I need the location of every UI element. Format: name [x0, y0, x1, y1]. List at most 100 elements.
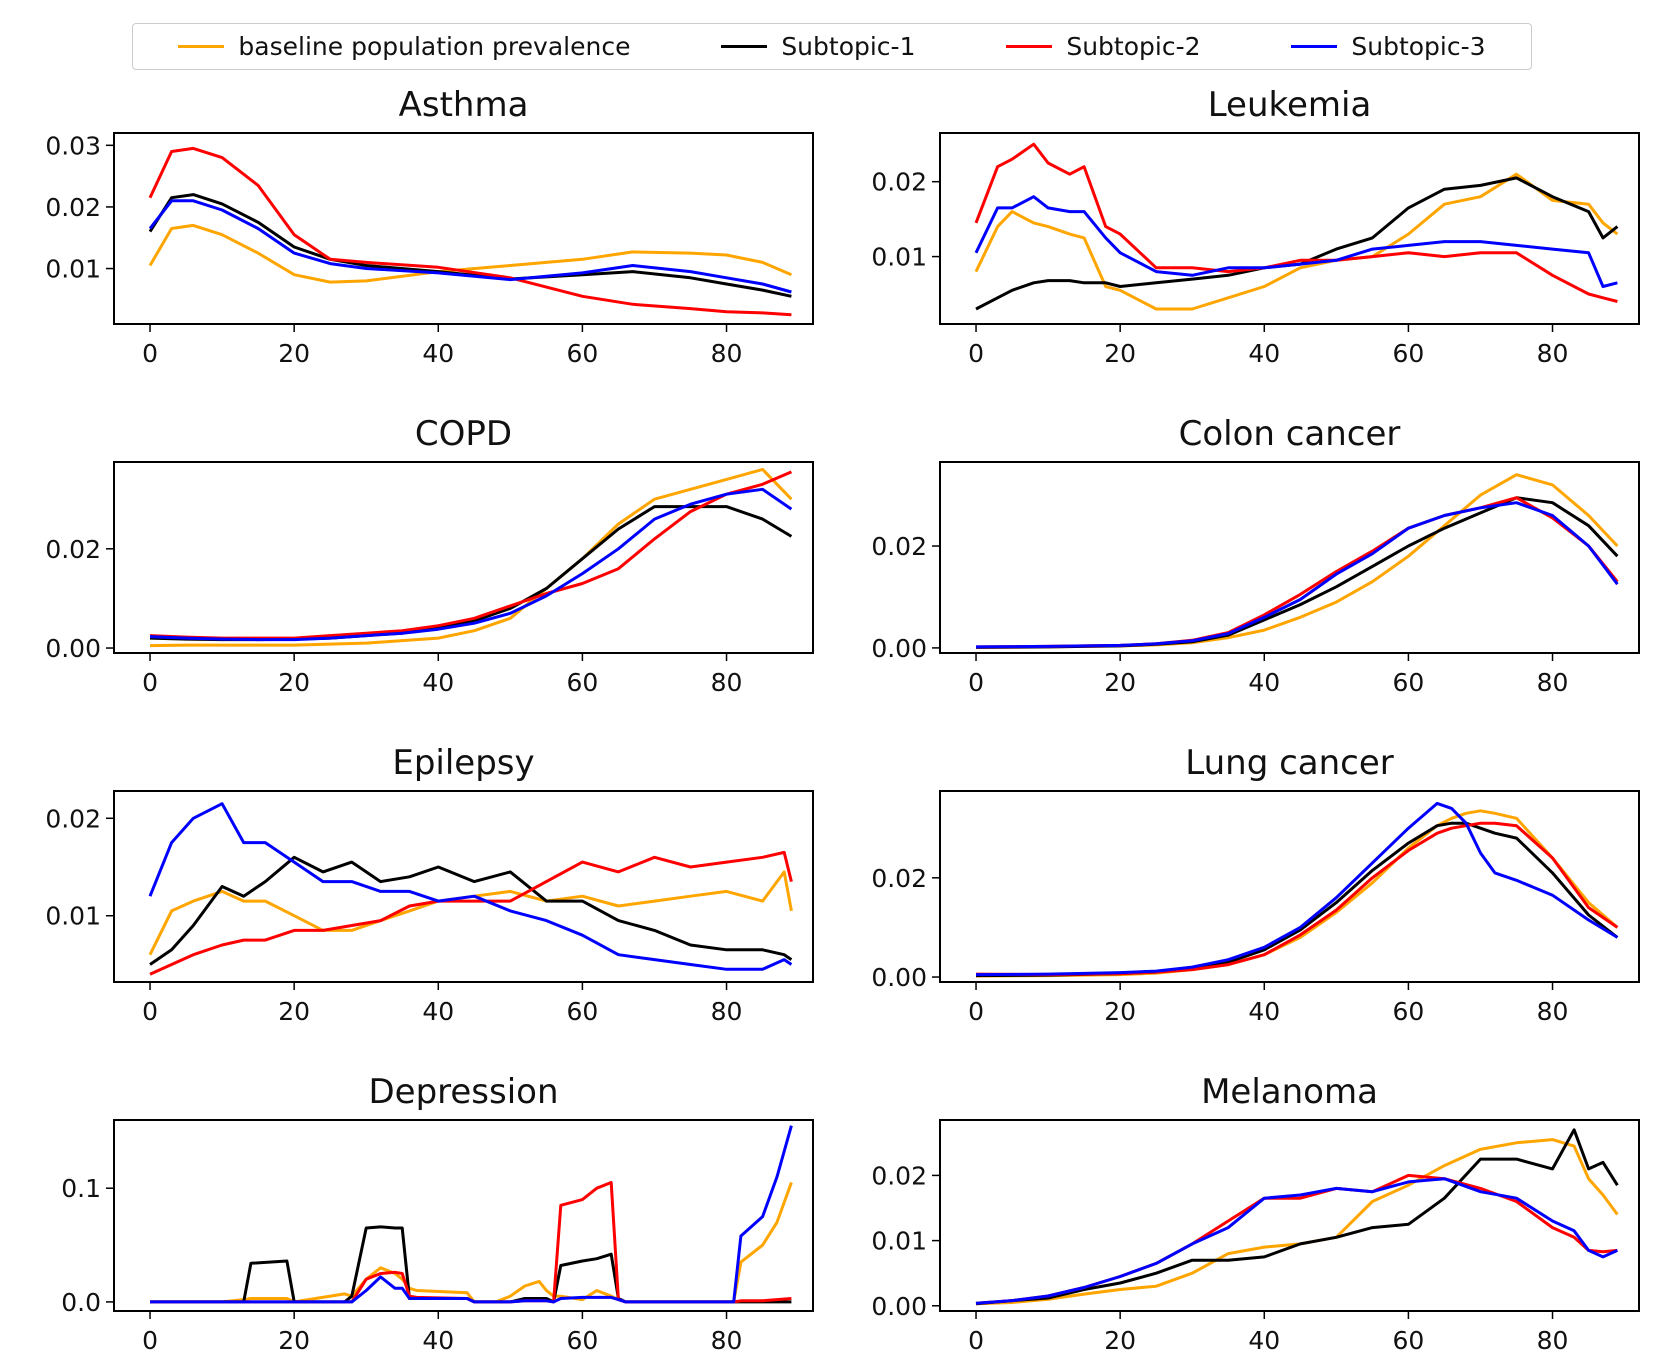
x-tick-label: 40 — [422, 997, 454, 1026]
x-tick-label: 60 — [566, 1326, 598, 1355]
panel-title-lung-cancer: Lung cancer — [1185, 743, 1394, 783]
panel-asthma: Asthma 0 20 40 60 80 0.01 0.02 0.03 — [45, 85, 814, 368]
x-tick-label: 20 — [278, 668, 310, 697]
series-line-baseline-population-prevalence — [148, 870, 793, 956]
x-tick-label: 60 — [1392, 1326, 1424, 1355]
series-line-subtopic-2 — [148, 146, 792, 317]
x-tick-label: 20 — [278, 997, 310, 1026]
x-tick-label: 40 — [422, 339, 454, 368]
x-tick-label: 40 — [1248, 339, 1280, 368]
panel-depression: Depression 0 20 40 60 80 0.0 0.1 — [61, 1072, 814, 1355]
series-line-subtopic-2 — [975, 821, 1619, 977]
series-line-baseline-population-prevalence — [974, 172, 1619, 311]
legend-item-baseline: baseline population prevalence — [178, 32, 630, 61]
y-tick-label: 0.02 — [45, 535, 101, 564]
panel-title-epilepsy: Epilepsy — [392, 743, 534, 783]
panel-copd: COPD 0 20 40 60 80 0.00 0.02 — [45, 414, 814, 697]
axes-frame — [113, 1119, 814, 1312]
legend: baseline population prevalence Subtopic-… — [132, 23, 1532, 70]
legend-item-subtopic-3: Subtopic-3 — [1291, 32, 1486, 61]
x-tick-label: 40 — [1248, 997, 1280, 1026]
series-line-subtopic-2 — [149, 470, 792, 640]
y-tick-label: 0.02 — [45, 193, 101, 222]
axes-frame — [113, 461, 814, 654]
x-tick-label: 80 — [1537, 997, 1569, 1026]
series-line-subtopic-1 — [975, 496, 1619, 649]
x-tick-label: 0 — [142, 339, 158, 368]
legend-swatch-subtopic-1 — [721, 44, 768, 49]
series-line-subtopic-1 — [148, 193, 792, 298]
x-tick-label: 20 — [1104, 668, 1136, 697]
y-tick-label: 0.00 — [871, 1292, 927, 1321]
series-line-subtopic-1 — [975, 1128, 1619, 1306]
x-tick-label: 20 — [278, 339, 310, 368]
x-tick-label: 0 — [142, 997, 158, 1026]
y-tick-label: 0.03 — [45, 131, 101, 160]
panel-title-depression: Depression — [368, 1072, 558, 1112]
axes-frame — [113, 132, 814, 325]
series-line-subtopic-3 — [149, 487, 793, 642]
axes-frame — [113, 790, 814, 983]
legend-label-subtopic-3: Subtopic-3 — [1351, 32, 1486, 61]
series-line-subtopic-3 — [148, 199, 792, 294]
x-tick-label: 80 — [1537, 1326, 1569, 1355]
series-line-baseline-population-prevalence — [149, 467, 793, 648]
series-line-subtopic-1 — [150, 1225, 792, 1304]
x-tick-label: 20 — [1104, 1326, 1136, 1355]
series-line-baseline-population-prevalence — [975, 809, 1619, 978]
axes-frame — [939, 790, 1640, 983]
series-line-subtopic-2 — [974, 142, 1618, 303]
x-tick-label: 60 — [566, 668, 598, 697]
x-tick-label: 60 — [566, 339, 598, 368]
y-tick-label: 0.00 — [45, 634, 101, 663]
panel-epilepsy: Epilepsy 0 20 40 60 80 0.01 0.02 — [45, 743, 814, 1026]
y-tick-label: 0.02 — [871, 1161, 927, 1190]
legend-swatch-subtopic-2 — [1006, 44, 1053, 49]
series-line-subtopic-1 — [975, 821, 1619, 978]
x-tick-label: 20 — [1104, 997, 1136, 1026]
series-line-baseline-population-prevalence — [148, 223, 792, 284]
legend-item-subtopic-1: Subtopic-1 — [721, 32, 915, 61]
panel-melanoma: Melanoma 0 20 40 60 80 0.00 0.01 0.02 — [871, 1072, 1640, 1355]
y-tick-label: 0.01 — [45, 902, 101, 931]
y-tick-label: 0.02 — [871, 168, 927, 197]
x-tick-label: 40 — [422, 1326, 454, 1355]
x-tick-label: 60 — [566, 997, 598, 1026]
y-tick-label: 0.01 — [871, 243, 927, 272]
x-tick-label: 40 — [1248, 668, 1280, 697]
legend-label-subtopic-1: Subtopic-1 — [781, 32, 916, 61]
axes-frame — [939, 132, 1640, 325]
x-tick-label: 60 — [1392, 668, 1424, 697]
series-line-subtopic-3 — [150, 1125, 793, 1304]
y-tick-label: 0.0 — [61, 1288, 101, 1317]
series-line-subtopic-3 — [975, 501, 1619, 649]
series-line-subtopic-1 — [149, 855, 793, 966]
legend-label-subtopic-2: Subtopic-2 — [1066, 32, 1201, 61]
panel-title-melanoma: Melanoma — [1201, 1072, 1378, 1112]
y-tick-label: 0.00 — [871, 634, 927, 663]
series-line-subtopic-3 — [975, 1177, 1619, 1305]
series-line-baseline-population-prevalence — [975, 1138, 1619, 1306]
x-tick-label: 80 — [711, 668, 743, 697]
legend-swatch-subtopic-3 — [1291, 44, 1338, 49]
y-tick-label: 0.01 — [871, 1227, 927, 1256]
panel-title-copd: COPD — [415, 414, 512, 454]
x-tick-label: 80 — [711, 1326, 743, 1355]
x-tick-label: 0 — [968, 339, 984, 368]
x-tick-label: 80 — [711, 997, 743, 1026]
series-line-subtopic-1 — [975, 176, 1619, 311]
series-line-subtopic-3 — [975, 801, 1619, 977]
x-tick-label: 20 — [278, 1326, 310, 1355]
x-tick-label: 0 — [968, 668, 984, 697]
panel-leukemia: Leukemia 0 20 40 60 80 0.01 0.02 — [871, 85, 1640, 368]
panel-title-colon-cancer: Colon cancer — [1179, 414, 1401, 454]
series-line-subtopic-2 — [975, 496, 1619, 649]
x-tick-label: 0 — [968, 1326, 984, 1355]
y-tick-label: 0.02 — [45, 804, 101, 833]
panel-title-leukemia: Leukemia — [1208, 85, 1372, 125]
axes-frame — [939, 461, 1640, 654]
legend-label-baseline: baseline population prevalence — [238, 32, 631, 61]
x-tick-label: 20 — [1104, 339, 1136, 368]
x-tick-label: 0 — [142, 1326, 158, 1355]
